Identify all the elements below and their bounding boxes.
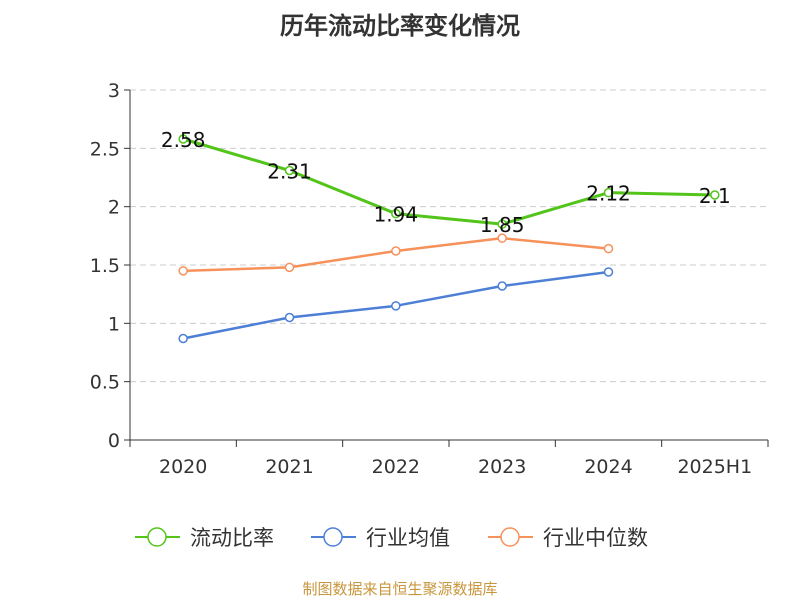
series-line-1 [182, 137, 715, 226]
data-point [603, 187, 614, 198]
data-point [284, 262, 295, 273]
data-label: 2.1 [699, 184, 731, 208]
data-point [391, 246, 401, 256]
data-label: 2.58 [161, 128, 206, 152]
x-tick-label: 2023 [478, 456, 526, 478]
data-point [603, 243, 614, 254]
data-label: 1.94 [374, 203, 419, 227]
legend-marker [323, 527, 343, 547]
x-tick-label: 2021 [265, 456, 313, 478]
x-tick-label: 2022 [372, 456, 420, 478]
y-tick-label: 2 [108, 197, 120, 219]
data-label: 2.12 [586, 182, 631, 206]
y-tick-label: 0 [108, 430, 120, 452]
data-point [497, 281, 507, 291]
legend-label: 行业中位数 [543, 526, 648, 550]
data-point [603, 267, 614, 277]
y-tick-label: 3 [108, 80, 120, 102]
y-tick-label: 2.5 [90, 138, 120, 160]
legend-marker [500, 527, 520, 547]
legend-marker [147, 527, 167, 547]
data-point [497, 233, 507, 243]
source-footer: 制图数据来自恒生聚源数据库 [302, 580, 498, 598]
data-point [178, 333, 188, 344]
data-point [284, 312, 295, 323]
x-tick-label: 2024 [584, 456, 632, 478]
data-point [391, 301, 401, 311]
legend-label: 行业均值 [366, 526, 450, 550]
data-point [391, 208, 401, 219]
data-label: 1.85 [480, 213, 525, 237]
data-point [178, 266, 188, 276]
chart-title: 历年流动比率变化情况 [280, 12, 520, 40]
data-point [178, 134, 188, 144]
data-point [497, 219, 507, 229]
x-tick-label: 2025H1 [677, 456, 752, 478]
y-tick-label: 0.5 [90, 372, 120, 394]
y-tick-label: 1.5 [90, 255, 120, 277]
data-point [710, 190, 720, 200]
legend-label: 流动比率 [190, 526, 274, 550]
x-tick-label: 2020 [159, 456, 207, 478]
data-point [284, 165, 295, 176]
y-tick-label: 1 [108, 313, 120, 335]
data-label: 2.31 [267, 160, 312, 184]
